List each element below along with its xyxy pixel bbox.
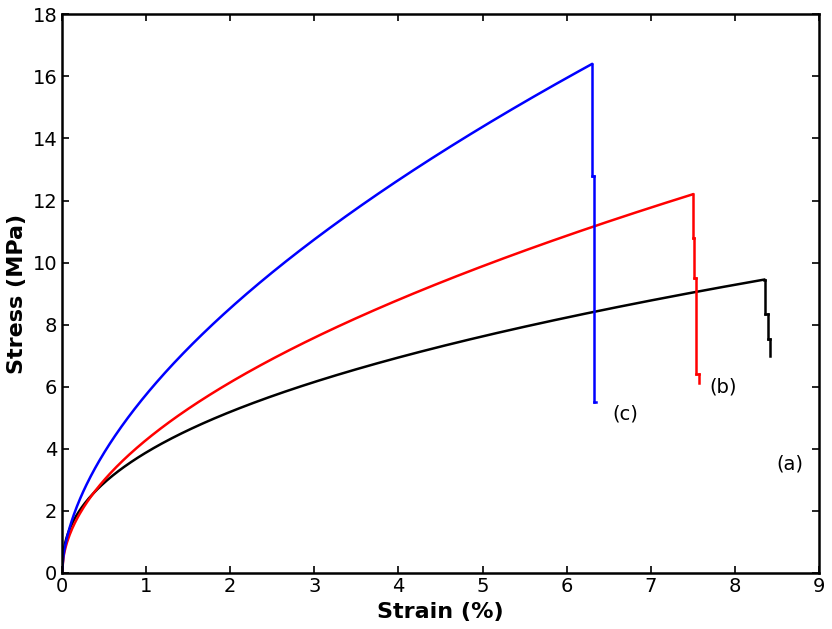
Text: (b): (b) (710, 377, 737, 396)
X-axis label: Strain (%): Strain (%) (377, 602, 504, 622)
Text: (c): (c) (613, 405, 639, 424)
Y-axis label: Stress (MPa): Stress (MPa) (7, 213, 27, 374)
Text: (a): (a) (777, 455, 804, 474)
